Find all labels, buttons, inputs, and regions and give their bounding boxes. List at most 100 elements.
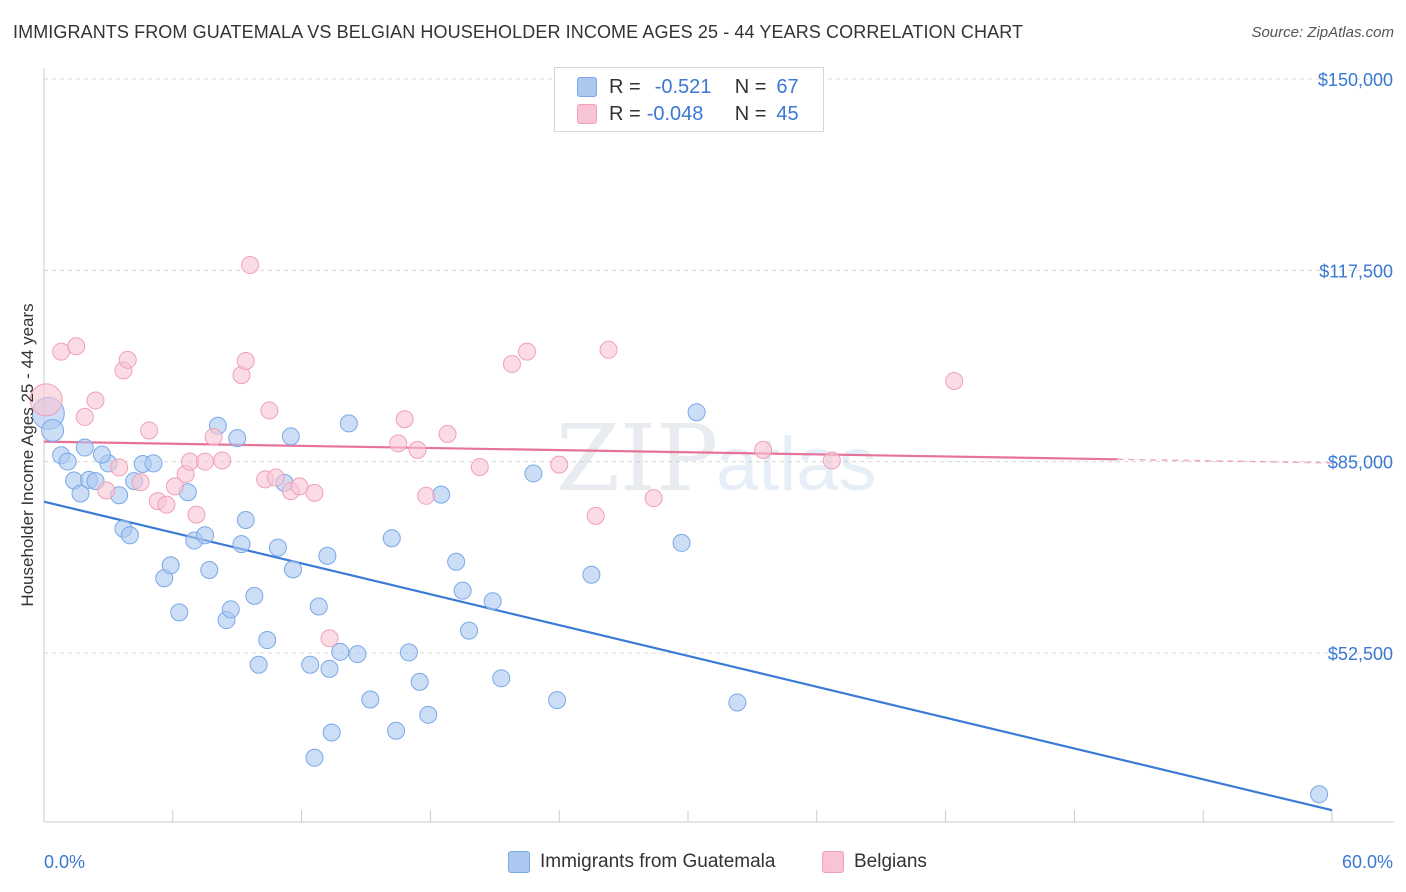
legend-r-value: -0.521 xyxy=(654,75,712,98)
data-point xyxy=(260,401,279,420)
y-tick-label: $52,500 xyxy=(1328,644,1393,664)
legend-r-value: -0.048 xyxy=(646,102,704,125)
data-point xyxy=(221,600,240,619)
watermark-atlas: atlas xyxy=(716,422,877,507)
data-point xyxy=(318,546,337,565)
data-point xyxy=(266,468,285,487)
data-point xyxy=(945,372,964,391)
data-point xyxy=(75,438,94,457)
source-label: Source: ZipAtlas.com xyxy=(1251,24,1394,41)
trend-line-belgians-extension xyxy=(1117,458,1333,464)
data-point xyxy=(71,484,90,503)
data-point xyxy=(281,427,300,446)
y-axis-label: Householder Income Ages 25 - 44 years xyxy=(18,303,37,607)
data-point xyxy=(301,655,320,674)
bottom-legend-swatch-guatemala xyxy=(508,851,530,873)
data-point xyxy=(586,506,605,525)
stats-legend: R = -0.521 N = 67 R = -0.048 N = 45 xyxy=(554,67,824,132)
data-point xyxy=(389,434,408,453)
bottom-legend-label-belgians: Belgians xyxy=(854,851,927,872)
y-tick-label: $85,000 xyxy=(1328,453,1393,473)
data-point xyxy=(339,414,358,433)
data-point xyxy=(550,455,569,474)
data-point xyxy=(52,342,71,361)
data-point xyxy=(305,748,324,767)
data-point xyxy=(187,505,206,524)
x-tick-label: 0.0% xyxy=(44,852,85,872)
data-point xyxy=(200,560,219,579)
data-point xyxy=(245,586,264,605)
data-point xyxy=(309,597,328,616)
legend-r-label: R = xyxy=(609,102,641,125)
bottom-legend-guatemala: Immigrants from Guatemala xyxy=(508,851,775,873)
data-point xyxy=(387,721,406,740)
legend-r-label: R = xyxy=(609,75,641,98)
legend-swatch-guatemala xyxy=(577,77,597,97)
data-point xyxy=(58,452,77,471)
data-point xyxy=(728,693,747,712)
data-point xyxy=(453,581,472,600)
data-point xyxy=(432,485,451,504)
data-point xyxy=(249,655,268,674)
data-point xyxy=(361,690,380,709)
watermark: ZIP atlas xyxy=(556,405,877,512)
data-point xyxy=(157,495,176,514)
data-point xyxy=(502,354,521,373)
data-point xyxy=(322,723,341,742)
legend-n-label: N = xyxy=(734,102,767,125)
y-tick-label: $117,500 xyxy=(1319,261,1393,281)
data-points xyxy=(29,256,1329,804)
legend-n-label: N = xyxy=(734,75,767,98)
data-point xyxy=(599,340,618,359)
data-point xyxy=(131,473,150,492)
data-point xyxy=(97,481,116,500)
data-point xyxy=(518,342,536,361)
data-point xyxy=(268,538,287,557)
data-point xyxy=(120,526,139,545)
data-point xyxy=(672,533,691,552)
data-point xyxy=(408,440,427,459)
data-point xyxy=(644,489,663,508)
data-point xyxy=(524,464,543,483)
trend-line-guatemala xyxy=(43,500,1333,812)
data-point xyxy=(822,451,841,470)
legend-row-guatemala: R = -0.521 N = 67 xyxy=(577,75,799,99)
data-point xyxy=(470,457,489,476)
watermark-zip: ZIP xyxy=(556,405,718,512)
data-point xyxy=(213,451,232,470)
data-point xyxy=(29,383,63,417)
data-point xyxy=(204,427,223,446)
data-point xyxy=(232,535,251,554)
legend-row-belgians: R = -0.048 N = 45 xyxy=(577,102,799,126)
data-point xyxy=(320,629,339,648)
data-point xyxy=(180,452,199,471)
data-point xyxy=(1310,785,1329,804)
trend-lines xyxy=(43,440,1333,812)
data-point xyxy=(483,592,502,611)
trend-line-belgians xyxy=(43,440,1118,461)
bottom-legend-swatch-belgians xyxy=(822,851,844,873)
data-point xyxy=(144,454,163,473)
data-point xyxy=(258,631,277,650)
legend-n-value: 45 xyxy=(776,102,799,125)
data-point xyxy=(290,477,309,496)
data-point xyxy=(118,350,137,369)
data-point xyxy=(447,552,466,571)
data-point xyxy=(284,560,303,579)
data-point xyxy=(236,510,255,529)
data-point xyxy=(395,410,414,429)
series-guatemala xyxy=(31,396,1329,804)
data-point xyxy=(754,440,773,459)
data-point xyxy=(92,445,111,464)
data-point xyxy=(548,691,567,710)
data-point xyxy=(320,659,339,678)
data-point xyxy=(196,452,214,471)
data-point xyxy=(165,477,184,496)
data-point xyxy=(417,486,436,505)
data-point xyxy=(419,705,438,724)
data-point xyxy=(140,421,159,440)
data-point xyxy=(382,529,401,548)
legend-n-value: 67 xyxy=(776,75,799,98)
data-point xyxy=(228,429,247,448)
